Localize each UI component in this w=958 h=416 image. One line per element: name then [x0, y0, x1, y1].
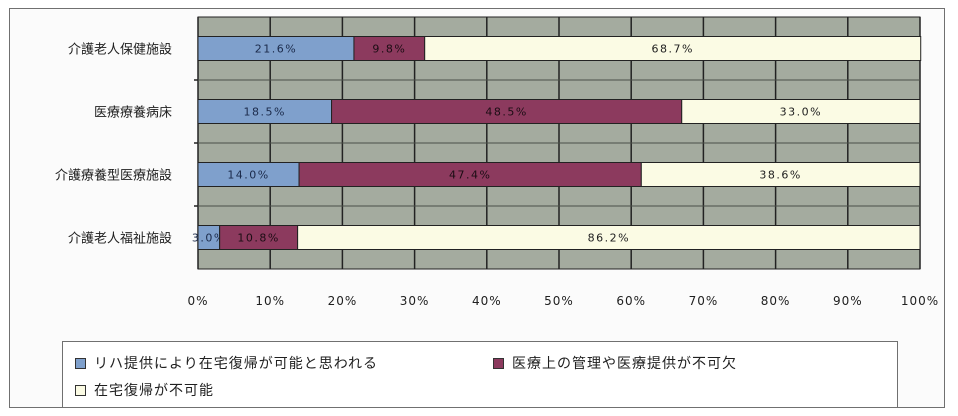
legend-swatch-impossible	[75, 384, 86, 396]
bar-segment	[219, 225, 299, 250]
data-label: 18.5%	[244, 106, 286, 119]
data-label: 68.7%	[651, 43, 693, 56]
legend-swatch-rehab	[75, 357, 86, 369]
x-tick-label: 90%	[833, 294, 863, 308]
data-label: 14.0%	[227, 169, 269, 182]
x-tick-label: 40%	[472, 294, 502, 308]
data-label: 9.8%	[372, 43, 406, 56]
bar-segment	[297, 225, 921, 250]
data-label: 3.0%	[192, 232, 226, 245]
legend-label-impossible: 在宅復帰が不可能	[94, 383, 214, 399]
data-label: 10.8%	[237, 232, 279, 245]
chart: 21.6% 9.8% 68.7% 18.5% 48.5% 33.0% 14.0% 47.4% 3…	[55, 16, 939, 308]
x-tick-label: 0%	[187, 294, 208, 308]
legend-item-medical: 医療上の管理や医療提供が不可欠	[493, 353, 737, 373]
category-label: 介護療養型医療施設	[55, 168, 172, 184]
x-tick-label: 50%	[544, 294, 574, 308]
legend-label-rehab: リハ提供により在宅復帰が可能と思われる	[94, 356, 379, 372]
data-label: 38.6%	[759, 169, 801, 182]
x-tick-label: 20%	[328, 294, 358, 308]
legend-item-rehab: リハ提供により在宅復帰が可能と思われる	[75, 353, 378, 373]
data-label: 33.0%	[780, 106, 822, 119]
category-label: 介護老人保健施設	[68, 42, 172, 58]
legend-label-medical: 医療上の管理や医療提供が不可欠	[512, 356, 737, 372]
legend: リハ提供により在宅復帰が可能と思われる 医療上の管理や医療提供が不可欠 在宅復帰…	[62, 341, 898, 408]
legend-item-impossible: 在宅復帰が不可能	[75, 380, 214, 400]
data-label: 86.2%	[588, 232, 630, 245]
bar-segment	[424, 36, 922, 61]
category-label: 介護老人福祉施設	[68, 231, 172, 247]
x-tick-label: 60%	[616, 294, 646, 308]
bar-segment	[197, 99, 333, 124]
data-label: 47.4%	[449, 169, 491, 182]
bar-segment	[681, 99, 921, 124]
x-tick-label: 80%	[761, 294, 791, 308]
bar-segment	[197, 162, 300, 187]
x-tick-label: 70%	[689, 294, 719, 308]
legend-swatch-medical	[493, 357, 504, 369]
x-tick-label: 100%	[901, 294, 939, 308]
data-label: 48.5%	[485, 106, 527, 119]
data-label: 21.6%	[255, 43, 297, 56]
bar-segment	[298, 162, 642, 187]
category-label: 医療療養病床	[94, 105, 172, 121]
bar-segment	[640, 162, 921, 187]
x-tick-label: 30%	[400, 294, 430, 308]
bar-segment	[331, 99, 683, 124]
x-tick-label: 10%	[255, 294, 285, 308]
bar-segment	[197, 36, 355, 61]
